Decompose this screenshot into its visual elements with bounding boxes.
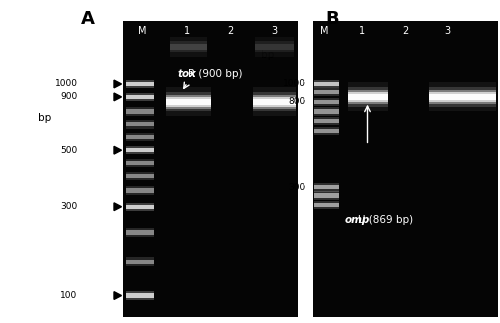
Text: 3: 3 — [271, 26, 277, 36]
Text: bp: bp — [38, 113, 52, 123]
Text: R (900 bp): R (900 bp) — [188, 69, 243, 79]
Text: tox: tox — [178, 69, 197, 79]
Text: M: M — [320, 26, 328, 36]
Text: 3: 3 — [444, 26, 450, 36]
Text: 500: 500 — [60, 146, 78, 155]
Text: A: A — [80, 10, 94, 28]
Text: 100: 100 — [60, 291, 78, 300]
Text: 900: 900 — [60, 92, 78, 101]
Text: bp: bp — [261, 50, 274, 60]
Text: 2: 2 — [227, 26, 233, 36]
Text: M: M — [138, 26, 147, 36]
Text: 1: 1 — [184, 26, 190, 36]
Text: 300: 300 — [289, 183, 306, 192]
Text: 300: 300 — [60, 202, 78, 211]
Text: 1000: 1000 — [54, 79, 78, 89]
Text: B: B — [326, 10, 340, 28]
Text: 2: 2 — [402, 26, 408, 36]
Text: 800: 800 — [289, 97, 306, 106]
Text: 1000: 1000 — [283, 79, 306, 89]
Text: U (869 bp): U (869 bp) — [358, 215, 412, 224]
Text: 1: 1 — [360, 26, 366, 36]
Text: omp: omp — [345, 215, 370, 224]
